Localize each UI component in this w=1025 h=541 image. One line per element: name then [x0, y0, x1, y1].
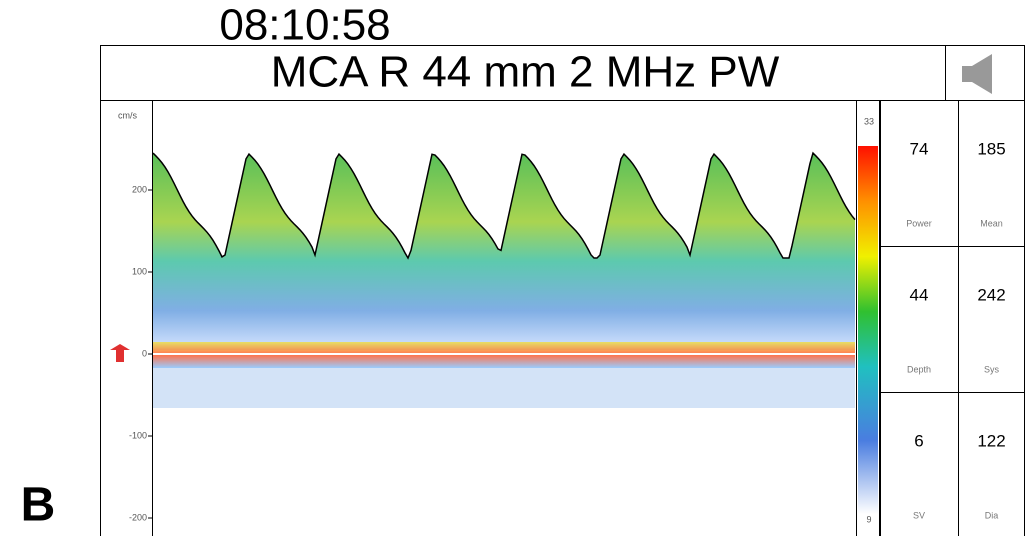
- readout-value: 242: [977, 285, 1005, 304]
- colorbar-bottom: 9: [866, 514, 871, 524]
- panel-label: B: [21, 479, 56, 532]
- readout-value: 6: [914, 431, 923, 450]
- reverse-flow: [153, 368, 855, 408]
- readout-label: Sys: [984, 364, 1000, 374]
- y-tick-label: -200: [129, 512, 147, 522]
- readout-label: Power: [906, 218, 932, 228]
- clock: 08:10:58: [219, 1, 390, 50]
- readout-value: 185: [977, 139, 1005, 158]
- readout-label: Dia: [985, 510, 999, 520]
- spectrogram: [110, 153, 855, 408]
- readout-value: 74: [910, 139, 929, 158]
- readout-value: 122: [977, 431, 1005, 450]
- baseline-marker: [110, 344, 130, 362]
- y-tick-label: 0: [142, 348, 147, 358]
- readout-value: 44: [910, 285, 929, 304]
- readout-label: Depth: [907, 364, 931, 374]
- y-tick-label: -100: [129, 430, 147, 440]
- readout-label: Mean: [980, 218, 1003, 228]
- colorbar: [858, 146, 878, 514]
- axis-unit: cm/s: [118, 110, 137, 120]
- y-tick-label: 100: [132, 266, 147, 276]
- spectrum-fill: [153, 153, 855, 350]
- colorbar-top: 33: [864, 116, 874, 126]
- y-tick-label: 200: [132, 184, 147, 194]
- readout-label: SV: [913, 510, 925, 520]
- header-title: MCA R 44 mm 2 MHz PW: [271, 48, 780, 97]
